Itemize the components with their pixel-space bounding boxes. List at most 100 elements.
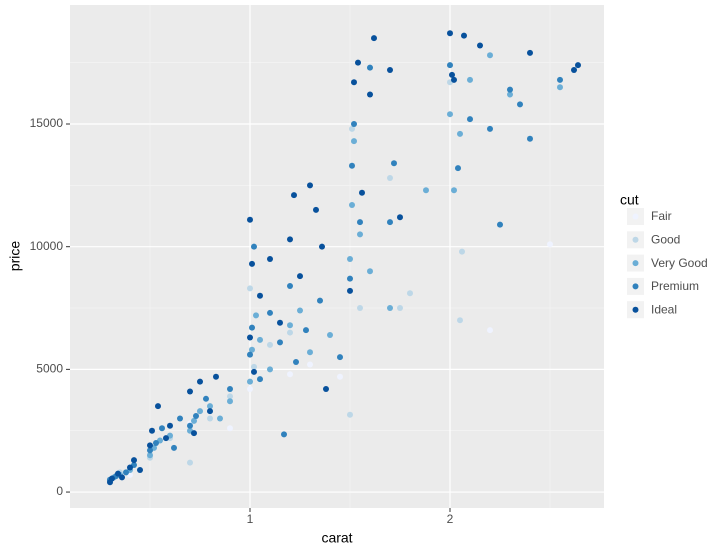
point xyxy=(337,373,343,380)
legend-swatch xyxy=(632,213,639,220)
point xyxy=(349,201,355,208)
point xyxy=(349,162,355,169)
legend-label: Fair xyxy=(651,209,672,223)
legend-swatch xyxy=(632,236,639,243)
point xyxy=(187,388,193,395)
point xyxy=(147,442,153,449)
point xyxy=(257,292,263,299)
point xyxy=(351,121,357,128)
point xyxy=(267,366,273,373)
point xyxy=(467,76,473,83)
point xyxy=(251,363,257,370)
point xyxy=(153,439,159,446)
point xyxy=(159,425,165,432)
point xyxy=(367,64,373,71)
point xyxy=(457,317,463,324)
point xyxy=(123,469,129,476)
point xyxy=(349,125,355,132)
point xyxy=(197,408,203,415)
panel xyxy=(70,5,604,508)
point xyxy=(387,174,393,181)
point xyxy=(507,91,513,98)
point xyxy=(277,339,283,346)
legend-label: Good xyxy=(651,232,680,246)
grid xyxy=(70,5,604,508)
point xyxy=(247,216,253,223)
points xyxy=(107,30,581,486)
point xyxy=(247,334,253,341)
point xyxy=(477,42,483,49)
point xyxy=(451,187,457,194)
y-tick-label: 15000 xyxy=(30,116,64,130)
point xyxy=(277,319,283,326)
point xyxy=(203,395,209,402)
legend-label: Ideal xyxy=(651,302,677,316)
point xyxy=(187,422,193,429)
point xyxy=(303,327,309,334)
point xyxy=(407,290,413,297)
point xyxy=(253,312,259,319)
point xyxy=(367,91,373,98)
point xyxy=(131,457,137,464)
point xyxy=(327,332,333,339)
point xyxy=(455,165,461,172)
point xyxy=(155,403,161,410)
point xyxy=(323,385,329,392)
point xyxy=(247,285,253,292)
point xyxy=(423,187,429,194)
point xyxy=(167,422,173,429)
point xyxy=(527,135,533,142)
point xyxy=(193,412,199,419)
point xyxy=(367,268,373,275)
point xyxy=(207,415,213,422)
point xyxy=(467,116,473,123)
point xyxy=(451,76,457,83)
point xyxy=(247,351,253,358)
point xyxy=(177,415,183,422)
point xyxy=(249,346,255,353)
point xyxy=(163,435,169,442)
point xyxy=(109,475,115,482)
point xyxy=(571,67,577,74)
point xyxy=(397,214,403,221)
point xyxy=(267,309,273,316)
point xyxy=(347,287,353,294)
legend-swatch xyxy=(632,260,639,267)
point xyxy=(357,305,363,312)
point xyxy=(391,160,397,167)
point xyxy=(197,378,203,385)
point xyxy=(207,403,213,410)
x-axis-label: carat xyxy=(321,530,352,546)
point xyxy=(171,444,177,451)
point xyxy=(307,361,313,368)
point xyxy=(459,248,465,255)
y-tick-label: 10000 xyxy=(30,239,64,253)
point xyxy=(291,192,297,199)
point xyxy=(247,378,253,385)
point xyxy=(347,255,353,262)
point xyxy=(287,322,293,329)
point xyxy=(207,408,213,415)
point xyxy=(319,243,325,250)
point xyxy=(227,393,233,400)
point xyxy=(575,62,581,69)
point xyxy=(127,464,133,471)
point xyxy=(461,32,467,39)
point xyxy=(487,52,493,59)
point xyxy=(191,417,197,424)
point xyxy=(397,305,403,312)
point xyxy=(487,327,493,334)
point xyxy=(547,241,553,248)
legend-label: Premium xyxy=(651,279,699,293)
point xyxy=(149,427,155,434)
point xyxy=(357,219,363,226)
axes: 1 2 0 5000 10000 15000 xyxy=(30,116,454,526)
point xyxy=(287,329,293,336)
point xyxy=(293,359,299,366)
legend-swatch xyxy=(632,283,639,290)
legend-swatch xyxy=(632,306,639,313)
point xyxy=(227,398,233,405)
point xyxy=(527,49,533,56)
point xyxy=(287,282,293,289)
